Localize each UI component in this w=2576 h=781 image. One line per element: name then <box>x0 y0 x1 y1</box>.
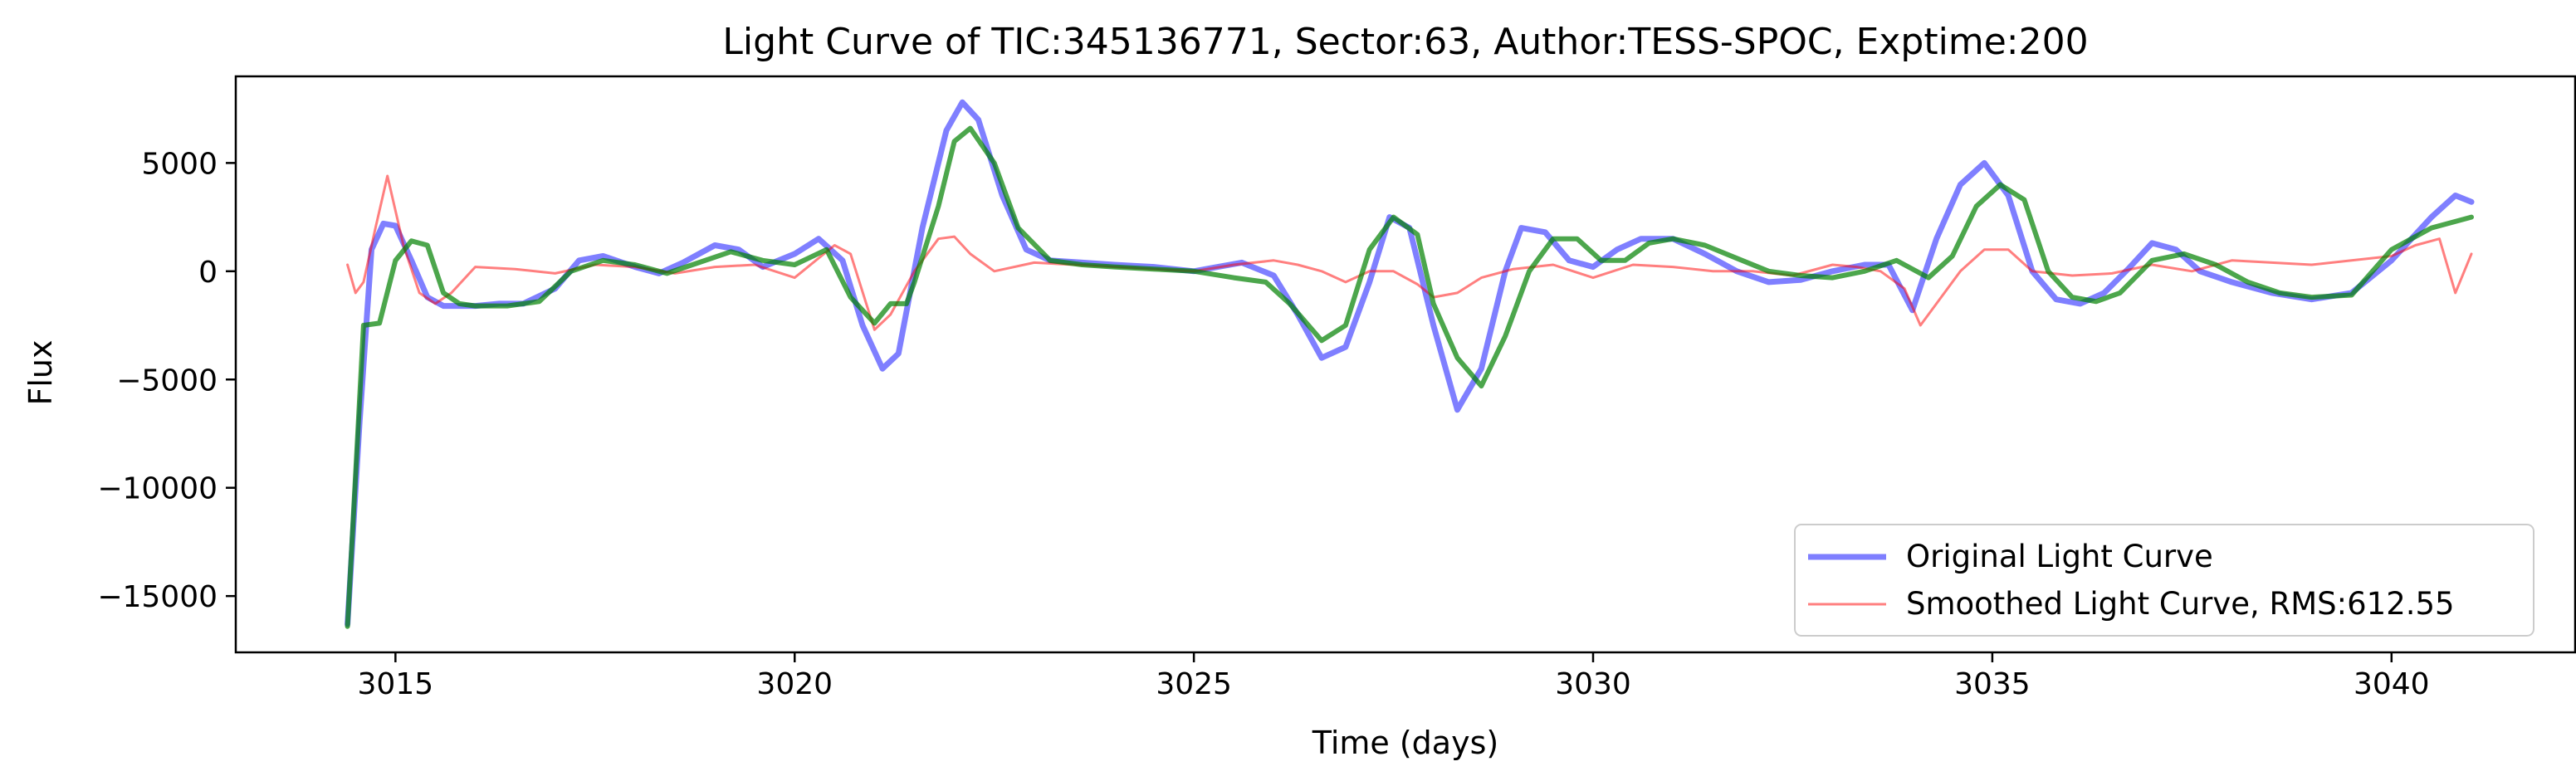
axis-ticks: 3015 3020 3025 3030 3035 3040 −15000 −10000 −500… <box>97 147 2429 701</box>
series-original-line <box>345 99 2475 627</box>
y-tick-label: −15000 <box>97 580 218 614</box>
x-tick-label: 3020 <box>756 667 833 701</box>
legend-box <box>1794 524 2534 637</box>
y-tick-label: 5000 <box>141 147 218 181</box>
y-axis-label: Flux <box>22 340 59 406</box>
y-tick-label: −5000 <box>116 364 218 398</box>
plot-frame <box>234 75 2576 654</box>
chart-title: Light Curve of TIC:345136771, Sector:63,… <box>722 21 2088 63</box>
y-tick-label: 0 <box>198 256 218 290</box>
x-tick-label: 3035 <box>1954 667 2031 701</box>
series-smoothed-line <box>346 174 2473 331</box>
legend-label-original: Original Light Curve <box>1906 539 2213 574</box>
y-tick-label: −10000 <box>97 472 218 506</box>
x-tick-label: 3025 <box>1156 667 1232 701</box>
series-trend-line <box>345 125 2474 629</box>
x-axis-label: Time (days) <box>1312 725 1498 761</box>
x-tick-label: 3015 <box>358 667 434 701</box>
x-tick-label: 3030 <box>1555 667 1631 701</box>
legend: Original Light Curve Smoothed Light Curv… <box>1794 524 2534 637</box>
series-layer <box>345 99 2475 629</box>
x-tick-label: 3040 <box>2354 667 2430 701</box>
legend-label-smoothed: Smoothed Light Curve, RMS:612.55 <box>1906 586 2455 622</box>
